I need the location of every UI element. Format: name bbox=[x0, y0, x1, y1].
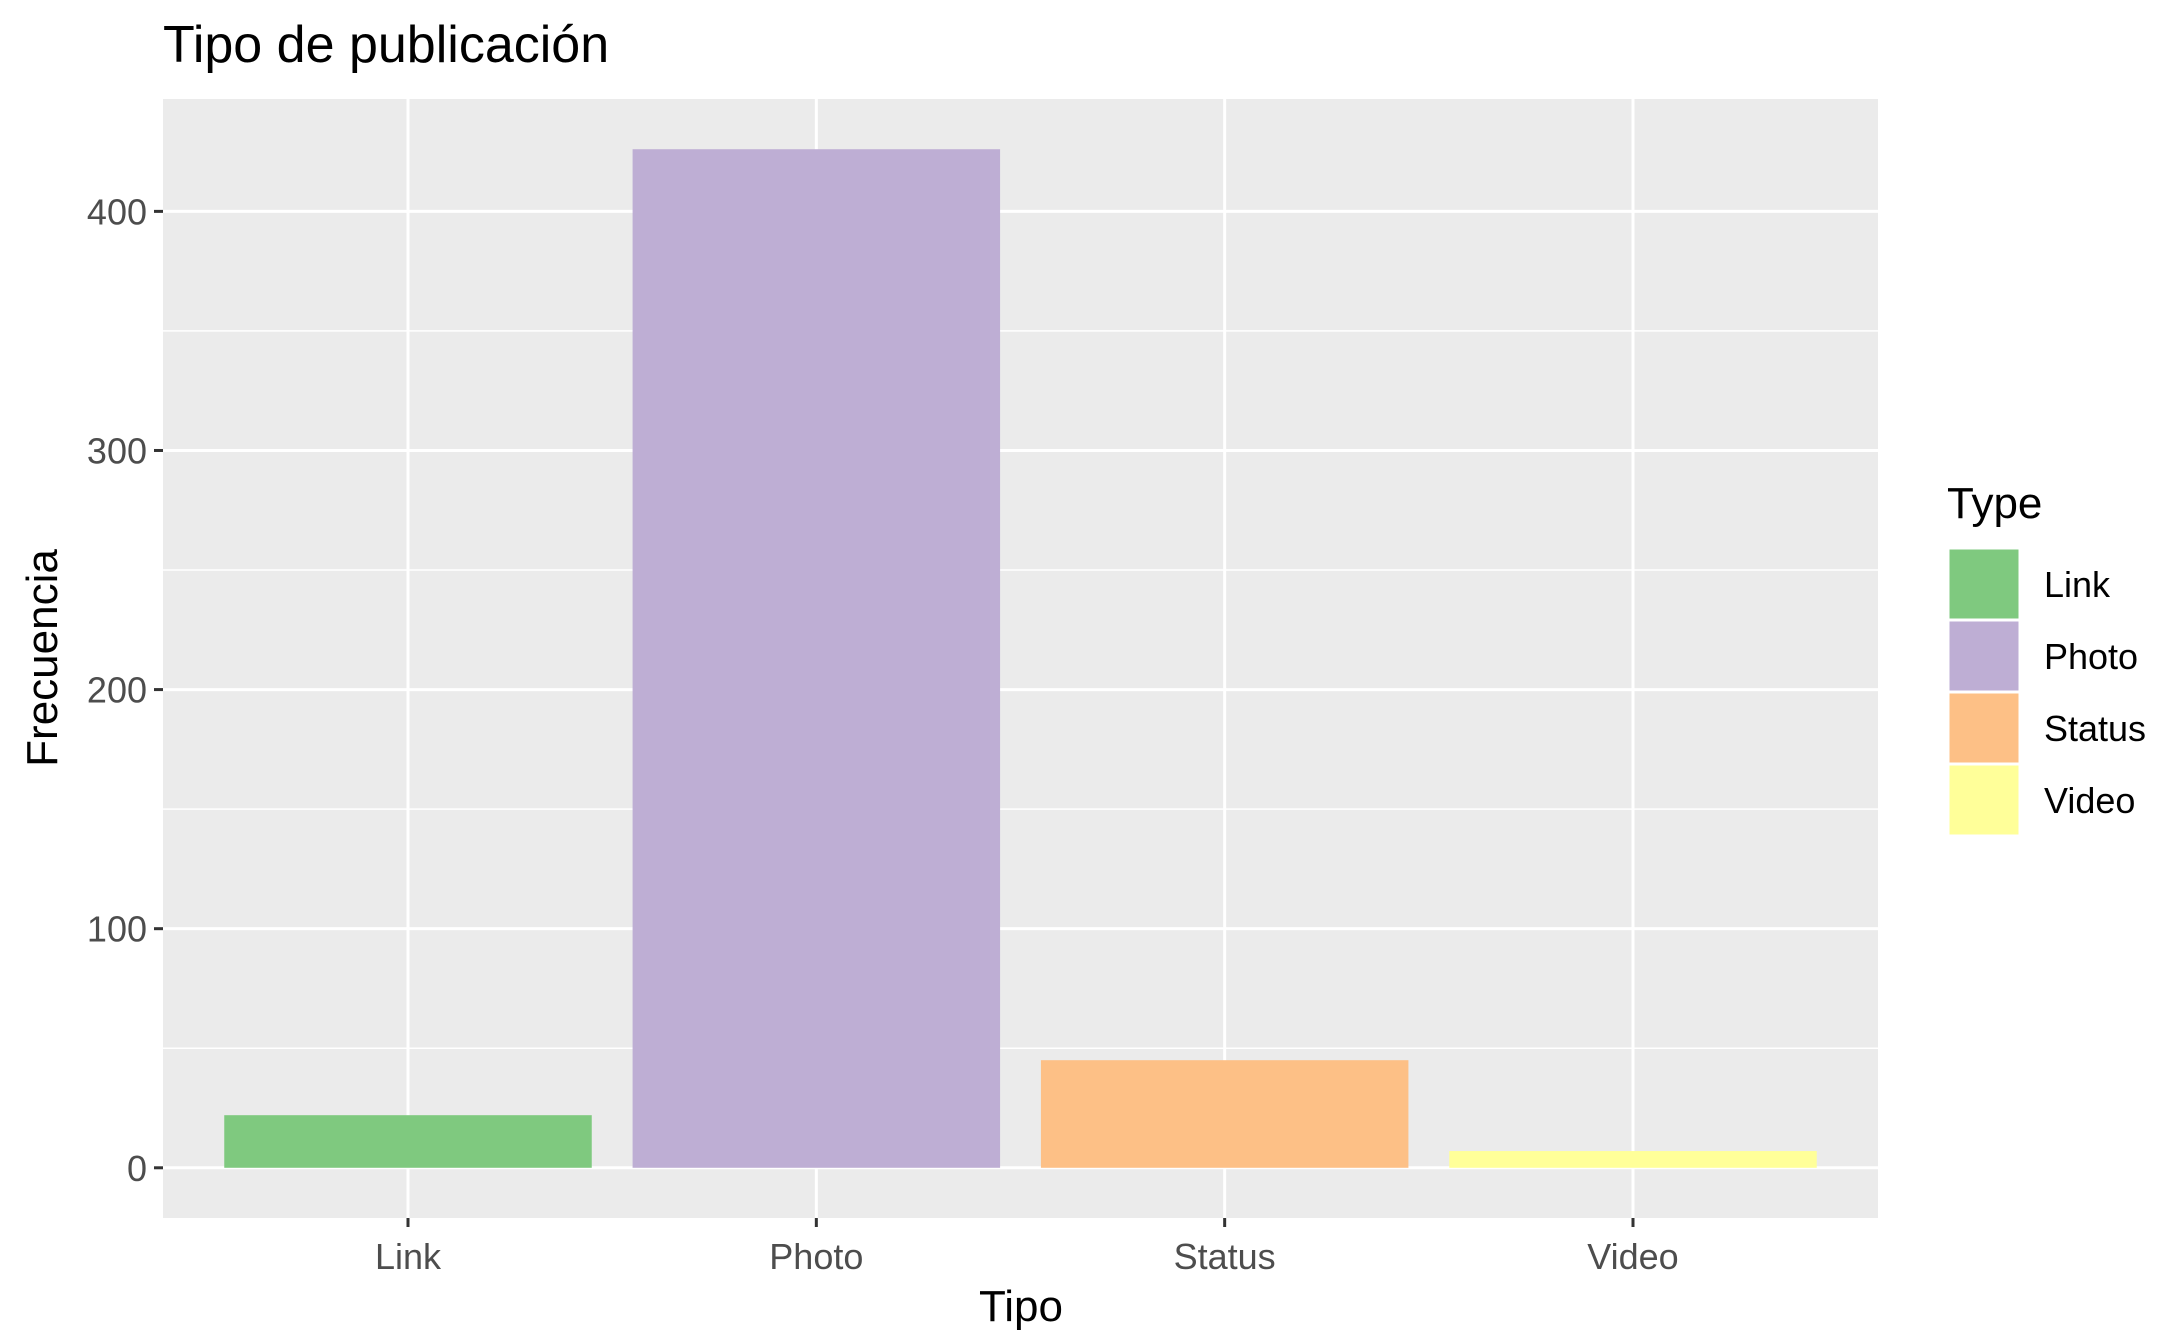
legend-key-video bbox=[1946, 762, 2022, 838]
y-tick-label: 0 bbox=[127, 1148, 147, 1189]
y-tick-label: 400 bbox=[87, 191, 147, 232]
chart-title: Tipo de publicación bbox=[163, 16, 609, 74]
legend: Type Link Photo Status Video bbox=[1946, 479, 2146, 838]
x-tick-label: Photo bbox=[769, 1236, 863, 1277]
legend-label: Photo bbox=[2044, 636, 2138, 677]
y-tick-label: 100 bbox=[87, 909, 147, 950]
legend-label: Link bbox=[2044, 564, 2111, 605]
legend-key-status bbox=[1946, 690, 2022, 766]
y-tick-label: 300 bbox=[87, 430, 147, 471]
bar-photo bbox=[632, 149, 1001, 1168]
y-axis-label: Frecuencia bbox=[18, 549, 67, 767]
x-tick-label: Status bbox=[1174, 1236, 1276, 1277]
legend-items: Link Photo Status Video bbox=[1946, 546, 2146, 838]
y-axis: 0 100 200 300 400 bbox=[87, 191, 163, 1189]
legend-key-photo bbox=[1946, 618, 2022, 694]
legend-title: Type bbox=[1947, 479, 2042, 528]
x-axis: Link Photo Status Video bbox=[375, 1218, 1679, 1277]
minor-gridlines bbox=[163, 330, 1878, 1049]
x-tick-label: Video bbox=[1587, 1236, 1678, 1277]
y-tick-label: 200 bbox=[87, 670, 147, 711]
legend-key-link bbox=[1946, 546, 2022, 622]
bars bbox=[224, 149, 1817, 1168]
bar-status bbox=[1040, 1060, 1409, 1168]
x-tick-label: Link bbox=[375, 1236, 442, 1277]
bar-video bbox=[1449, 1151, 1817, 1168]
x-axis-label: Tipo bbox=[979, 1282, 1063, 1331]
bar-link bbox=[224, 1115, 592, 1168]
plot-panel bbox=[163, 99, 1878, 1218]
legend-label: Status bbox=[2044, 708, 2146, 749]
legend-label: Video bbox=[2044, 780, 2135, 821]
